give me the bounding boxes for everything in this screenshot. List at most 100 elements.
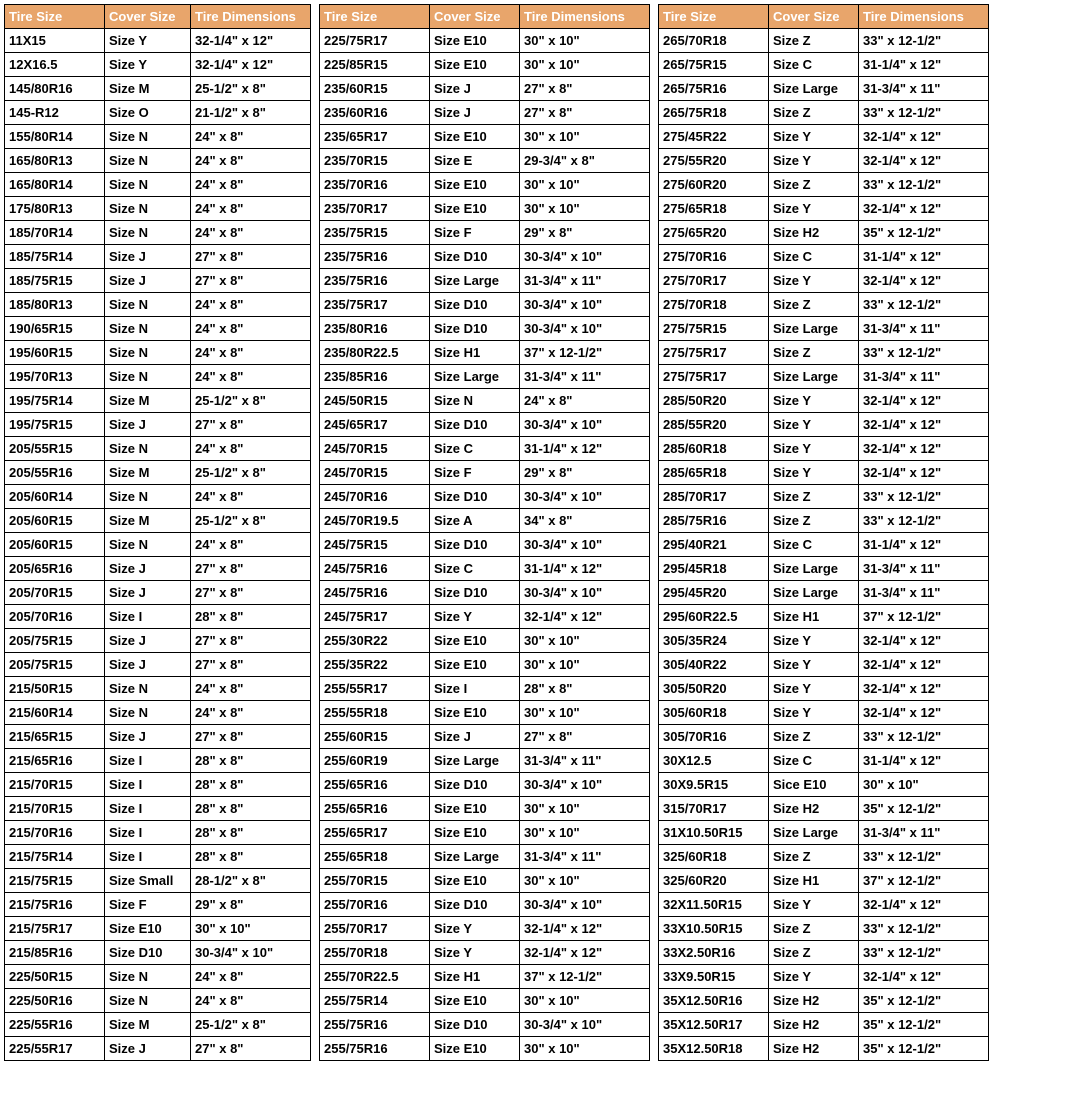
cell-cover-size: Size Z [769,101,859,125]
cell-tire-dimensions: 33" x 12-1/2" [859,293,989,317]
cell-cover-size: Size Y [769,389,859,413]
cell-cover-size: Size N [430,389,520,413]
cell-tire-dimensions: 35" x 12-1/2" [859,989,989,1013]
cell-cover-size: Size H1 [769,605,859,629]
cell-tire-dimensions: 31-1/4" x 12" [859,749,989,773]
cell-tire-dimensions: 33" x 12-1/2" [859,917,989,941]
cell-cover-size: Size E10 [430,29,520,53]
cell-tire-dimensions: 30-3/4" x 10" [520,293,650,317]
table-row: 215/75R15Size Small28-1/2" x 8" [5,869,311,893]
cell-tire-dimensions: 32-1/4" x 12" [520,917,650,941]
table-row: 215/70R15Size I28" x 8" [5,797,311,821]
table-row: 145/80R16Size M25-1/2" x 8" [5,77,311,101]
cell-tire-dimensions: 24" x 8" [191,221,311,245]
cell-cover-size: Size Z [769,341,859,365]
cell-tire-size: 215/50R15 [5,677,105,701]
table-row: 245/70R15Size F29" x 8" [320,461,650,485]
cell-cover-size: Size M [105,1013,191,1037]
cell-cover-size: Size C [430,557,520,581]
cell-cover-size: Size J [430,101,520,125]
cell-tire-size: 185/70R14 [5,221,105,245]
table-row: 215/75R17Size E1030" x 10" [5,917,311,941]
cell-tire-size: 235/70R17 [320,197,430,221]
cell-cover-size: Size Y [430,941,520,965]
cell-cover-size: Size H1 [769,869,859,893]
cell-tire-size: 245/75R16 [320,557,430,581]
table-row: 285/70R17Size Z33" x 12-1/2" [659,485,989,509]
table-row: 195/70R13Size N24" x 8" [5,365,311,389]
table-row: 235/85R16Size Large31-3/4" x 11" [320,365,650,389]
cell-cover-size: Size Z [769,917,859,941]
cell-tire-size: 31X10.50R15 [659,821,769,845]
cell-cover-size: Size M [105,389,191,413]
table-row: 305/60R18Size Y32-1/4" x 12" [659,701,989,725]
table-row: 225/75R17Size E1030" x 10" [320,29,650,53]
table-row: 305/35R24Size Y32-1/4" x 12" [659,629,989,653]
cell-tire-dimensions: 28" x 8" [191,749,311,773]
cell-cover-size: Size D10 [430,581,520,605]
cell-cover-size: Size J [105,245,191,269]
cell-tire-size: 255/35R22 [320,653,430,677]
cell-tire-size: 275/65R20 [659,221,769,245]
cell-cover-size: Size Y [430,917,520,941]
cell-tire-dimensions: 33" x 12-1/2" [859,485,989,509]
cell-tire-dimensions: 24" x 8" [191,965,311,989]
table-row: 245/50R15Size N24" x 8" [320,389,650,413]
table-row: 255/75R16Size E1030" x 10" [320,1037,650,1061]
table-row: 215/70R15Size I28" x 8" [5,773,311,797]
table-header: Tire Size Cover Size Tire Dimensions [659,5,989,29]
cell-cover-size: Size I [105,749,191,773]
cell-tire-dimensions: 31-3/4" x 11" [859,557,989,581]
cell-tire-size: 32X11.50R15 [659,893,769,917]
cell-cover-size: Size E10 [430,653,520,677]
cell-tire-dimensions: 35" x 12-1/2" [859,1037,989,1061]
cell-tire-dimensions: 31-1/4" x 12" [859,53,989,77]
table-row: 255/65R18Size Large31-3/4" x 11" [320,845,650,869]
table-row: 235/60R16Size J27" x 8" [320,101,650,125]
table-body-1: 11X15Size Y32-1/4" x 12"12X16.5Size Y32-… [5,29,311,1061]
table-row: 255/70R18Size Y32-1/4" x 12" [320,941,650,965]
cell-cover-size: Size Z [769,485,859,509]
cell-cover-size: Size N [105,437,191,461]
table-row: 285/55R20Size Y32-1/4" x 12" [659,413,989,437]
table-row: 305/50R20Size Y32-1/4" x 12" [659,677,989,701]
cell-cover-size: Size E10 [430,1037,520,1061]
cell-cover-size: Size J [105,269,191,293]
cell-tire-dimensions: 32-1/4" x 12" [859,677,989,701]
cell-tire-dimensions: 24" x 8" [191,701,311,725]
cell-cover-size: Size Large [769,557,859,581]
cell-tire-dimensions: 27" x 8" [520,725,650,749]
table-row: 285/50R20Size Y32-1/4" x 12" [659,389,989,413]
cell-tire-dimensions: 27" x 8" [191,1037,311,1061]
cell-tire-size: 255/70R18 [320,941,430,965]
cell-tire-size: 33X10.50R15 [659,917,769,941]
cell-tire-dimensions: 30-3/4" x 10" [520,1013,650,1037]
cell-tire-size: 295/45R20 [659,581,769,605]
cell-tire-size: 30X9.5R15 [659,773,769,797]
cell-cover-size: Size E10 [430,197,520,221]
cell-cover-size: Size Z [769,293,859,317]
table-body-3: 265/70R18Size Z33" x 12-1/2"265/75R15Siz… [659,29,989,1061]
table-row: 315/70R17Size H235" x 12-1/2" [659,797,989,821]
table-body-2: 225/75R17Size E1030" x 10"225/85R15Size … [320,29,650,1061]
cell-tire-dimensions: 27" x 8" [191,629,311,653]
cell-tire-dimensions: 31-1/4" x 12" [859,533,989,557]
cell-tire-size: 225/85R15 [320,53,430,77]
table-row: 295/45R20Size Large31-3/4" x 11" [659,581,989,605]
table-row: 235/75R16Size D1030-3/4" x 10" [320,245,650,269]
cell-tire-size: 245/70R15 [320,437,430,461]
cell-cover-size: Size D10 [430,485,520,509]
cell-tire-dimensions: 28" x 8" [191,773,311,797]
table-row: 185/75R14Size J27" x 8" [5,245,311,269]
cell-cover-size: Size Y [105,53,191,77]
cell-cover-size: Size I [105,821,191,845]
cell-tire-dimensions: 24" x 8" [191,437,311,461]
cell-tire-dimensions: 29" x 8" [520,221,650,245]
table-row: 285/60R18Size Y32-1/4" x 12" [659,437,989,461]
cell-tire-size: 275/70R17 [659,269,769,293]
table-row: 185/70R14Size N24" x 8" [5,221,311,245]
cell-tire-dimensions: 32-1/4" x 12" [520,605,650,629]
cell-tire-dimensions: 31-3/4" x 11" [520,845,650,869]
cell-tire-size: 235/75R16 [320,245,430,269]
cell-tire-size: 195/60R15 [5,341,105,365]
